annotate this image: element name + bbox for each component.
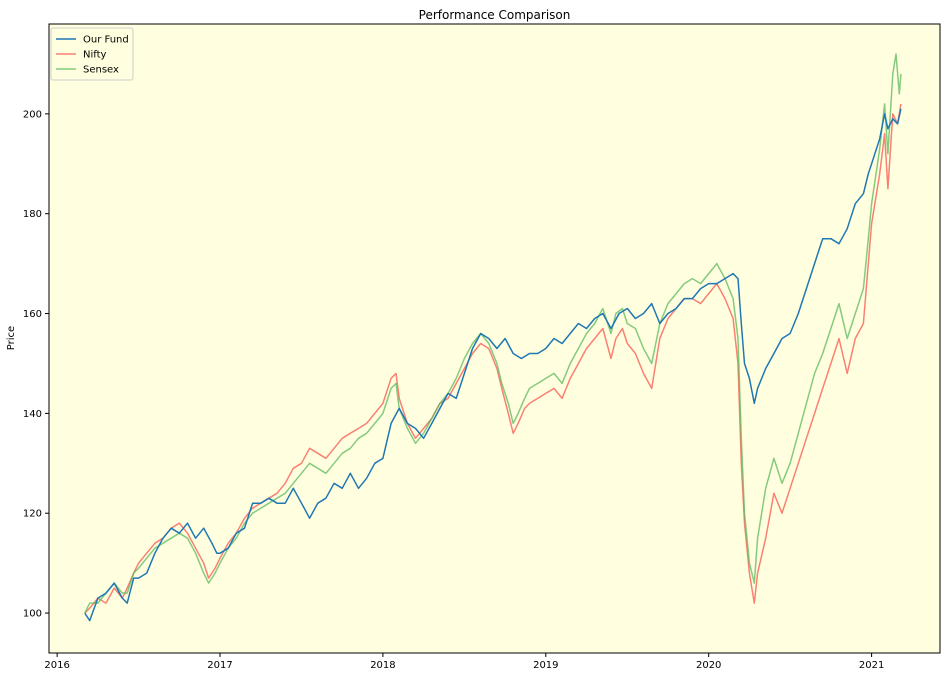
- series-line-our-fund: [84, 108, 902, 622]
- x-tick-label: 2019: [533, 660, 558, 671]
- y-tick-label: 140: [23, 409, 42, 420]
- x-tick-label: 2021: [859, 660, 884, 671]
- y-tick-label: 120: [23, 509, 42, 520]
- chart-title: Performance Comparison: [419, 8, 571, 22]
- series-line-sensex: [84, 53, 902, 614]
- y-tick-label: 200: [23, 109, 42, 120]
- legend-box: [50, 27, 134, 81]
- legend-label: Our Fund: [83, 35, 129, 46]
- plot-frame: [48, 23, 941, 654]
- y-tick-label: 180: [23, 209, 42, 220]
- legend: Our Fund Nifty Sensex: [50, 27, 134, 81]
- x-tick-label: 2018: [370, 660, 395, 671]
- legend-label: Nifty: [83, 50, 107, 61]
- x-tick-label: 2020: [696, 660, 721, 671]
- legend-label: Sensex: [83, 65, 119, 76]
- plot-background: [49, 24, 940, 653]
- y-axis-label: Price: [6, 326, 17, 350]
- y-tick-label: 100: [23, 609, 42, 620]
- series-line-nifty: [84, 103, 902, 614]
- y-tick-label: 160: [23, 309, 42, 320]
- x-tick-label: 2017: [207, 660, 232, 671]
- x-tick-label: 2016: [44, 660, 69, 671]
